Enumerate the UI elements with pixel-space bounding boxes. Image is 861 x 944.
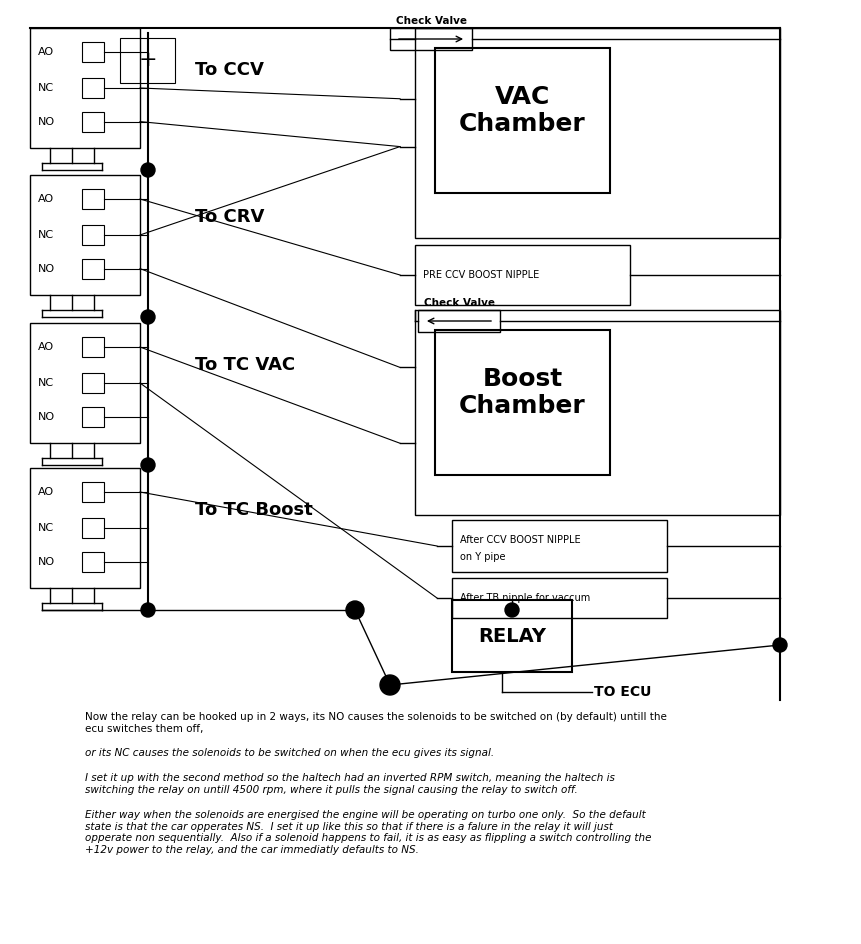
Text: NC: NC bbox=[38, 83, 54, 93]
Bar bbox=[418, 310, 500, 332]
Circle shape bbox=[141, 163, 155, 177]
Text: NC: NC bbox=[38, 378, 54, 388]
Bar bbox=[82, 259, 104, 278]
Text: on Y pipe: on Y pipe bbox=[460, 552, 505, 562]
Text: NO: NO bbox=[38, 263, 55, 274]
Text: VAC
Chamber: VAC Chamber bbox=[459, 85, 585, 136]
Text: To CRV: To CRV bbox=[195, 208, 264, 226]
Circle shape bbox=[346, 601, 364, 619]
Text: or its NC causes the solenoids to be switched on when the ecu gives its signal.: or its NC causes the solenoids to be swi… bbox=[85, 748, 494, 758]
Text: After TB nipple for vaccum: After TB nipple for vaccum bbox=[460, 593, 591, 603]
Circle shape bbox=[773, 638, 787, 652]
Bar bbox=[30, 323, 140, 443]
Text: Boost
Chamber: Boost Chamber bbox=[459, 366, 585, 418]
Bar bbox=[82, 373, 104, 393]
Bar bbox=[415, 245, 630, 305]
Circle shape bbox=[141, 603, 155, 617]
Bar bbox=[452, 578, 667, 618]
Text: NC: NC bbox=[38, 523, 54, 533]
Text: After CCV BOOST NIPPLE: After CCV BOOST NIPPLE bbox=[460, 535, 580, 545]
Bar bbox=[415, 310, 780, 515]
Text: AO: AO bbox=[38, 47, 54, 57]
Text: Check Valve: Check Valve bbox=[424, 298, 494, 308]
Text: NC: NC bbox=[38, 230, 54, 240]
Text: NO: NO bbox=[38, 557, 55, 566]
Text: AO: AO bbox=[38, 487, 54, 497]
Text: NO: NO bbox=[38, 412, 55, 422]
Bar bbox=[82, 518, 104, 538]
Bar bbox=[82, 189, 104, 209]
Bar bbox=[435, 48, 610, 193]
Text: AO: AO bbox=[38, 194, 54, 204]
Bar bbox=[30, 28, 140, 148]
Bar bbox=[82, 111, 104, 131]
Text: TO ECU: TO ECU bbox=[594, 685, 652, 699]
Bar bbox=[415, 28, 780, 238]
Circle shape bbox=[380, 675, 400, 695]
Bar bbox=[82, 337, 104, 357]
Bar bbox=[82, 225, 104, 245]
Bar bbox=[82, 407, 104, 427]
Bar bbox=[30, 468, 140, 588]
Bar bbox=[82, 42, 104, 62]
Text: NO: NO bbox=[38, 117, 55, 126]
Text: PRE CCV BOOST NIPPLE: PRE CCV BOOST NIPPLE bbox=[423, 270, 539, 280]
Text: RELAY: RELAY bbox=[478, 627, 546, 646]
Text: To TC VAC: To TC VAC bbox=[195, 356, 295, 374]
Circle shape bbox=[505, 603, 519, 617]
Text: Now the relay can be hooked up in 2 ways, its NO causes the solenoids to be swit: Now the relay can be hooked up in 2 ways… bbox=[85, 712, 667, 733]
Circle shape bbox=[141, 310, 155, 324]
Bar bbox=[452, 600, 572, 672]
Text: To CCV: To CCV bbox=[195, 61, 263, 79]
Text: AO: AO bbox=[38, 342, 54, 352]
Bar bbox=[390, 28, 472, 50]
Text: +: + bbox=[138, 50, 157, 71]
Circle shape bbox=[141, 458, 155, 472]
Bar bbox=[452, 520, 667, 572]
Bar bbox=[82, 482, 104, 502]
Bar bbox=[30, 175, 140, 295]
Text: I set it up with the second method so the haltech had an inverted RPM switch, me: I set it up with the second method so th… bbox=[85, 773, 615, 795]
Bar bbox=[435, 330, 610, 475]
Text: To TC Boost: To TC Boost bbox=[195, 501, 313, 519]
Bar bbox=[120, 38, 175, 83]
Bar bbox=[82, 78, 104, 98]
Text: Check Valve: Check Valve bbox=[395, 16, 467, 26]
Bar bbox=[82, 551, 104, 572]
Text: Either way when the solenoids are energised the engine will be operating on turb: Either way when the solenoids are energi… bbox=[85, 810, 652, 855]
